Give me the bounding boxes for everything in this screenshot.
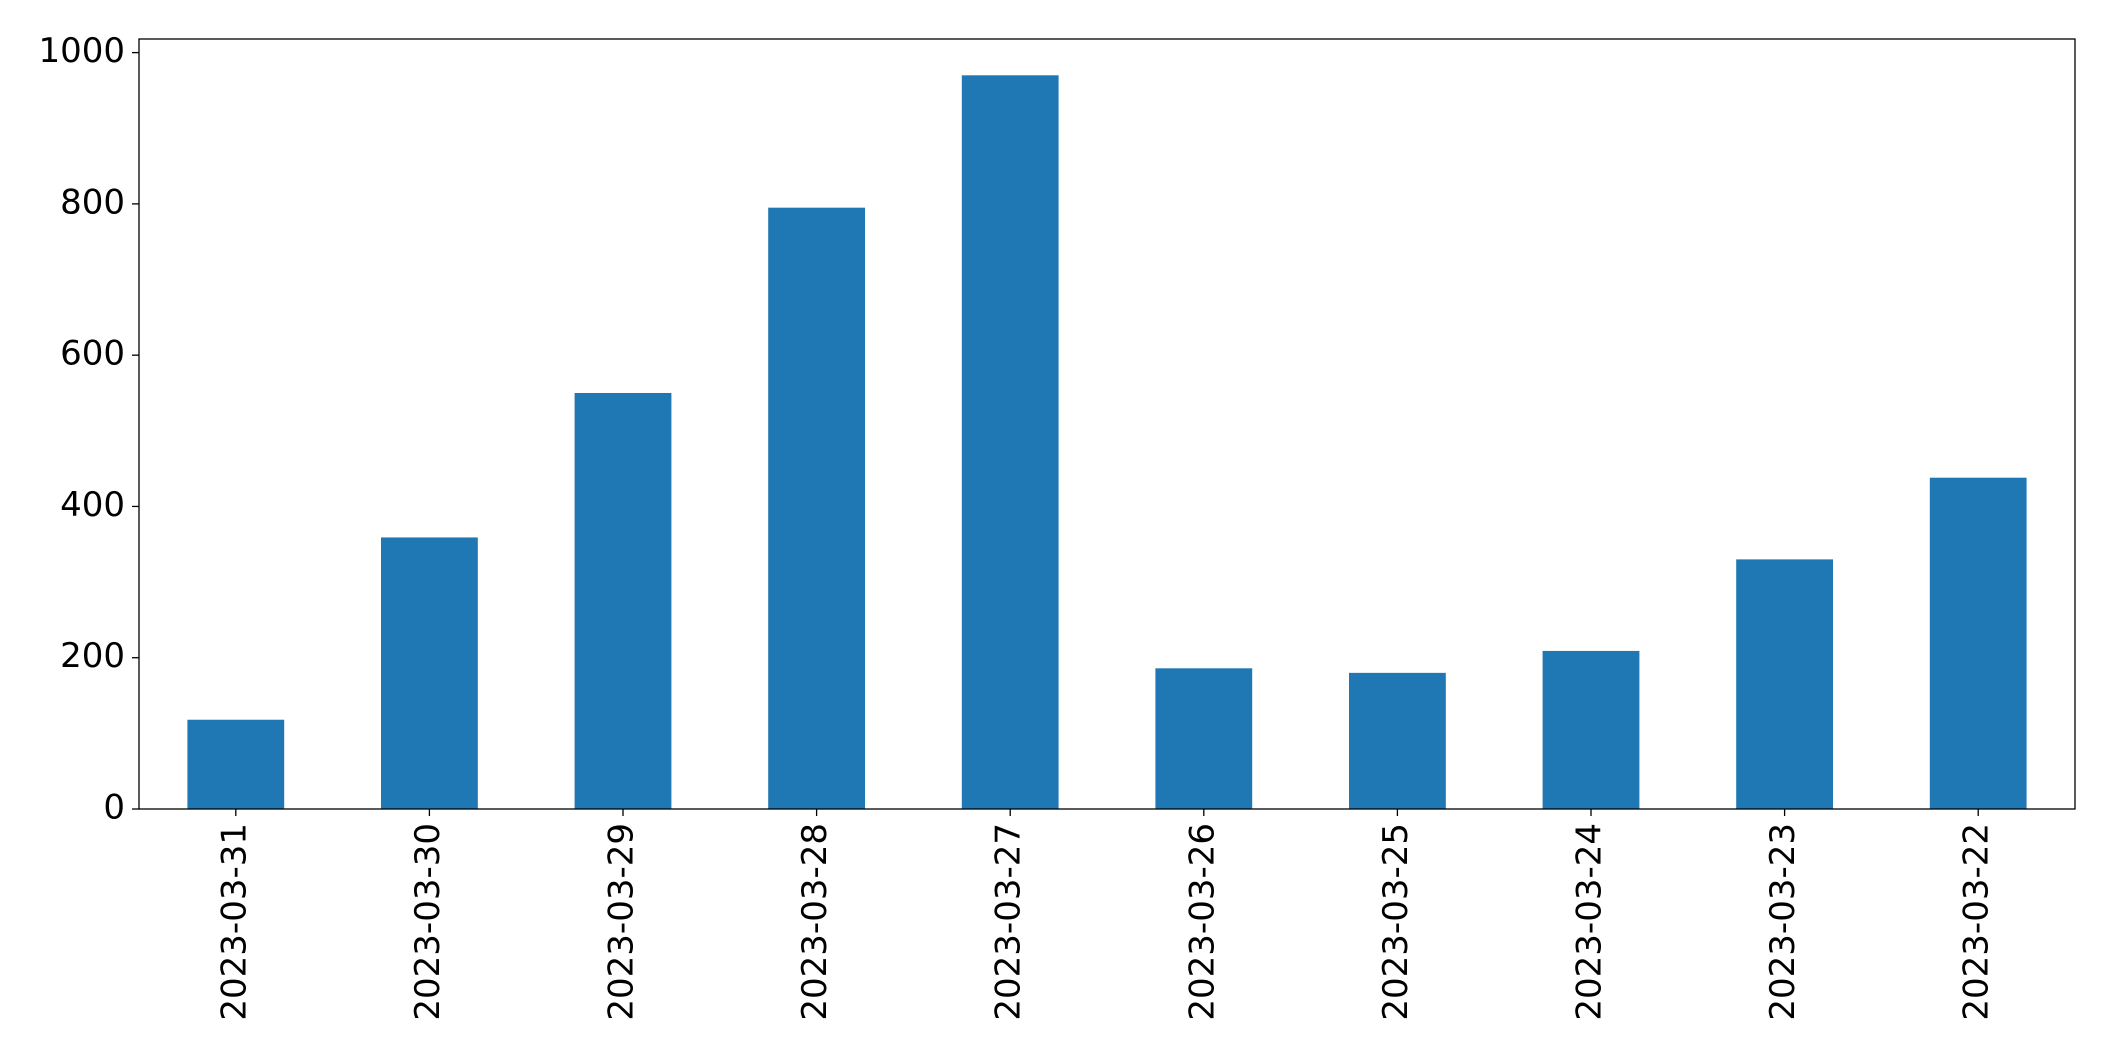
x-tick-label: 2023-03-30 <box>408 823 448 1021</box>
bar <box>1542 650 1640 809</box>
y-tick-label: 400 <box>60 485 125 525</box>
x-tick-label: 2023-03-23 <box>1763 823 1803 1021</box>
y-tick-label: 200 <box>60 636 125 676</box>
y-tick-label: 600 <box>60 334 125 374</box>
x-tick-label: 2023-03-24 <box>1570 823 1610 1021</box>
x-tick-label: 2023-03-22 <box>1957 823 1997 1021</box>
bar <box>1736 559 1833 809</box>
y-tick-label: 800 <box>60 182 125 222</box>
bar <box>1155 668 1253 809</box>
x-tick-label: 2023-03-25 <box>1376 823 1416 1021</box>
bar <box>1929 477 2027 809</box>
y-tick-label: 0 <box>103 788 125 828</box>
x-tick-label: 2023-03-26 <box>1182 823 1222 1021</box>
y-tick-label: 1000 <box>38 31 125 71</box>
bar <box>1349 672 1446 809</box>
bar <box>961 75 1059 810</box>
x-tick-label: 2023-03-27 <box>989 823 1029 1021</box>
bar <box>381 537 478 809</box>
x-tick-label: 2023-03-29 <box>602 823 642 1021</box>
bar <box>768 207 865 809</box>
x-tick-label: 2023-03-31 <box>214 823 254 1021</box>
bar <box>187 719 285 809</box>
plot-frame <box>138 38 2076 810</box>
bar <box>574 392 672 809</box>
x-tick-label: 2023-03-28 <box>795 823 835 1021</box>
